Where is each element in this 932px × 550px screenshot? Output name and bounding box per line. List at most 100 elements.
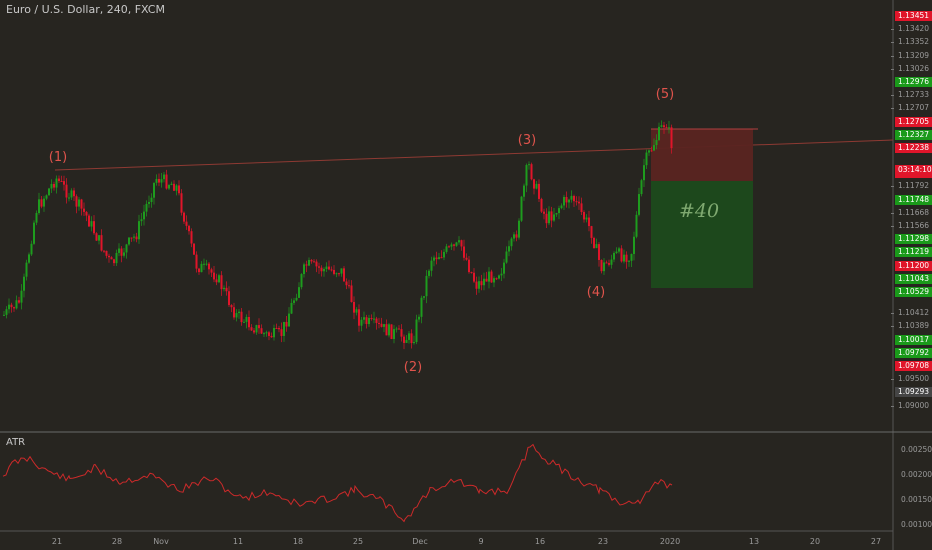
stop-loss-zone[interactable] (651, 129, 753, 181)
candle-body (148, 201, 150, 204)
candle-body (495, 278, 498, 280)
candle-body (453, 244, 455, 246)
candle-body (615, 251, 618, 254)
candle-body (198, 268, 200, 273)
candle-body (183, 212, 185, 222)
price-label: 1.11792 (891, 181, 932, 191)
candle-body (133, 236, 135, 238)
candle-body (548, 211, 550, 224)
candle-body (40, 199, 43, 207)
candle-body (413, 341, 415, 344)
candle-body (220, 275, 223, 290)
take-profit-zone[interactable] (651, 181, 753, 288)
atr-indicator-label[interactable]: ATR (6, 437, 26, 448)
candle-body (45, 195, 48, 199)
candle-body (95, 233, 98, 241)
candle-body (465, 257, 468, 260)
candle-body (425, 275, 428, 297)
candle-body (238, 311, 240, 314)
candle-body (328, 266, 330, 270)
atr-tick: 0.00200 (901, 470, 932, 479)
candle-body (510, 238, 513, 247)
candle-body (168, 185, 170, 189)
date-label: 27 (870, 537, 882, 546)
candle-body (550, 211, 553, 221)
candle-body (8, 304, 10, 310)
candle-body (370, 317, 373, 319)
candle-body (103, 250, 105, 252)
candle-body (340, 268, 343, 274)
candle-body (513, 234, 515, 239)
candle-body (568, 199, 570, 203)
candle-body (660, 125, 663, 127)
price-label: 1.09293 (895, 387, 932, 398)
candle-body (490, 271, 493, 283)
price-label: 1.13026 (891, 64, 932, 74)
candle-body (525, 165, 528, 186)
candle-body (268, 332, 270, 336)
candle-body (170, 183, 173, 186)
candle-body (398, 328, 400, 330)
candle-body (588, 217, 590, 227)
candle-body (655, 140, 658, 146)
candle-body (53, 183, 55, 188)
candle-body (385, 324, 388, 336)
candle-body (360, 319, 363, 326)
candle-body (450, 244, 453, 247)
candle-body (210, 269, 213, 273)
candle-body (73, 190, 75, 197)
candle-body (470, 272, 473, 274)
candle-body (538, 183, 540, 199)
candle-body (540, 198, 543, 212)
candle-body (298, 287, 300, 298)
candle-body (623, 254, 625, 262)
candle-body (415, 319, 418, 342)
atr-tick: 0.00100 (901, 520, 932, 529)
candle-body (225, 287, 228, 292)
price-label: 1.12733 (891, 90, 932, 100)
candle-body (378, 322, 380, 324)
date-label: 2020 (659, 537, 681, 546)
candle-body (130, 237, 133, 239)
candle-body (330, 269, 333, 271)
candle-body (335, 273, 338, 275)
candle-body (505, 251, 508, 263)
candle-body (23, 276, 25, 291)
candle-body (508, 246, 510, 252)
candle-body (643, 165, 645, 181)
candle-body (248, 316, 250, 328)
candle-body (5, 309, 8, 315)
candle-body (503, 262, 505, 274)
trend-line[interactable] (54, 139, 894, 171)
price-label: 1.11668 (891, 208, 932, 218)
candle-body (180, 193, 183, 213)
candle-body (528, 164, 530, 166)
price-label: 1.09708 (895, 361, 932, 371)
candle-body (288, 313, 290, 327)
candle-body (468, 259, 470, 273)
candle-body (25, 262, 28, 277)
candle-body (430, 260, 433, 271)
candle-body (558, 208, 560, 214)
candle-body (348, 285, 350, 287)
candle-body (443, 251, 445, 258)
candle-body (195, 254, 198, 269)
candle-body (278, 328, 280, 330)
date-label: 28 (111, 537, 123, 546)
candle-body (650, 150, 653, 152)
candle-body (618, 248, 620, 252)
candle-body (110, 257, 113, 260)
wave-label-4: (4) (586, 285, 606, 300)
price-label: 1.10529 (895, 287, 932, 297)
candle-body (85, 211, 88, 216)
candle-body (295, 297, 298, 301)
candle-body (575, 201, 578, 203)
candles[interactable] (3, 120, 673, 350)
candle-body (123, 252, 125, 256)
candle-body (605, 262, 608, 264)
candle-body (258, 325, 260, 329)
candle-body (65, 184, 68, 198)
candle-body (215, 279, 218, 283)
